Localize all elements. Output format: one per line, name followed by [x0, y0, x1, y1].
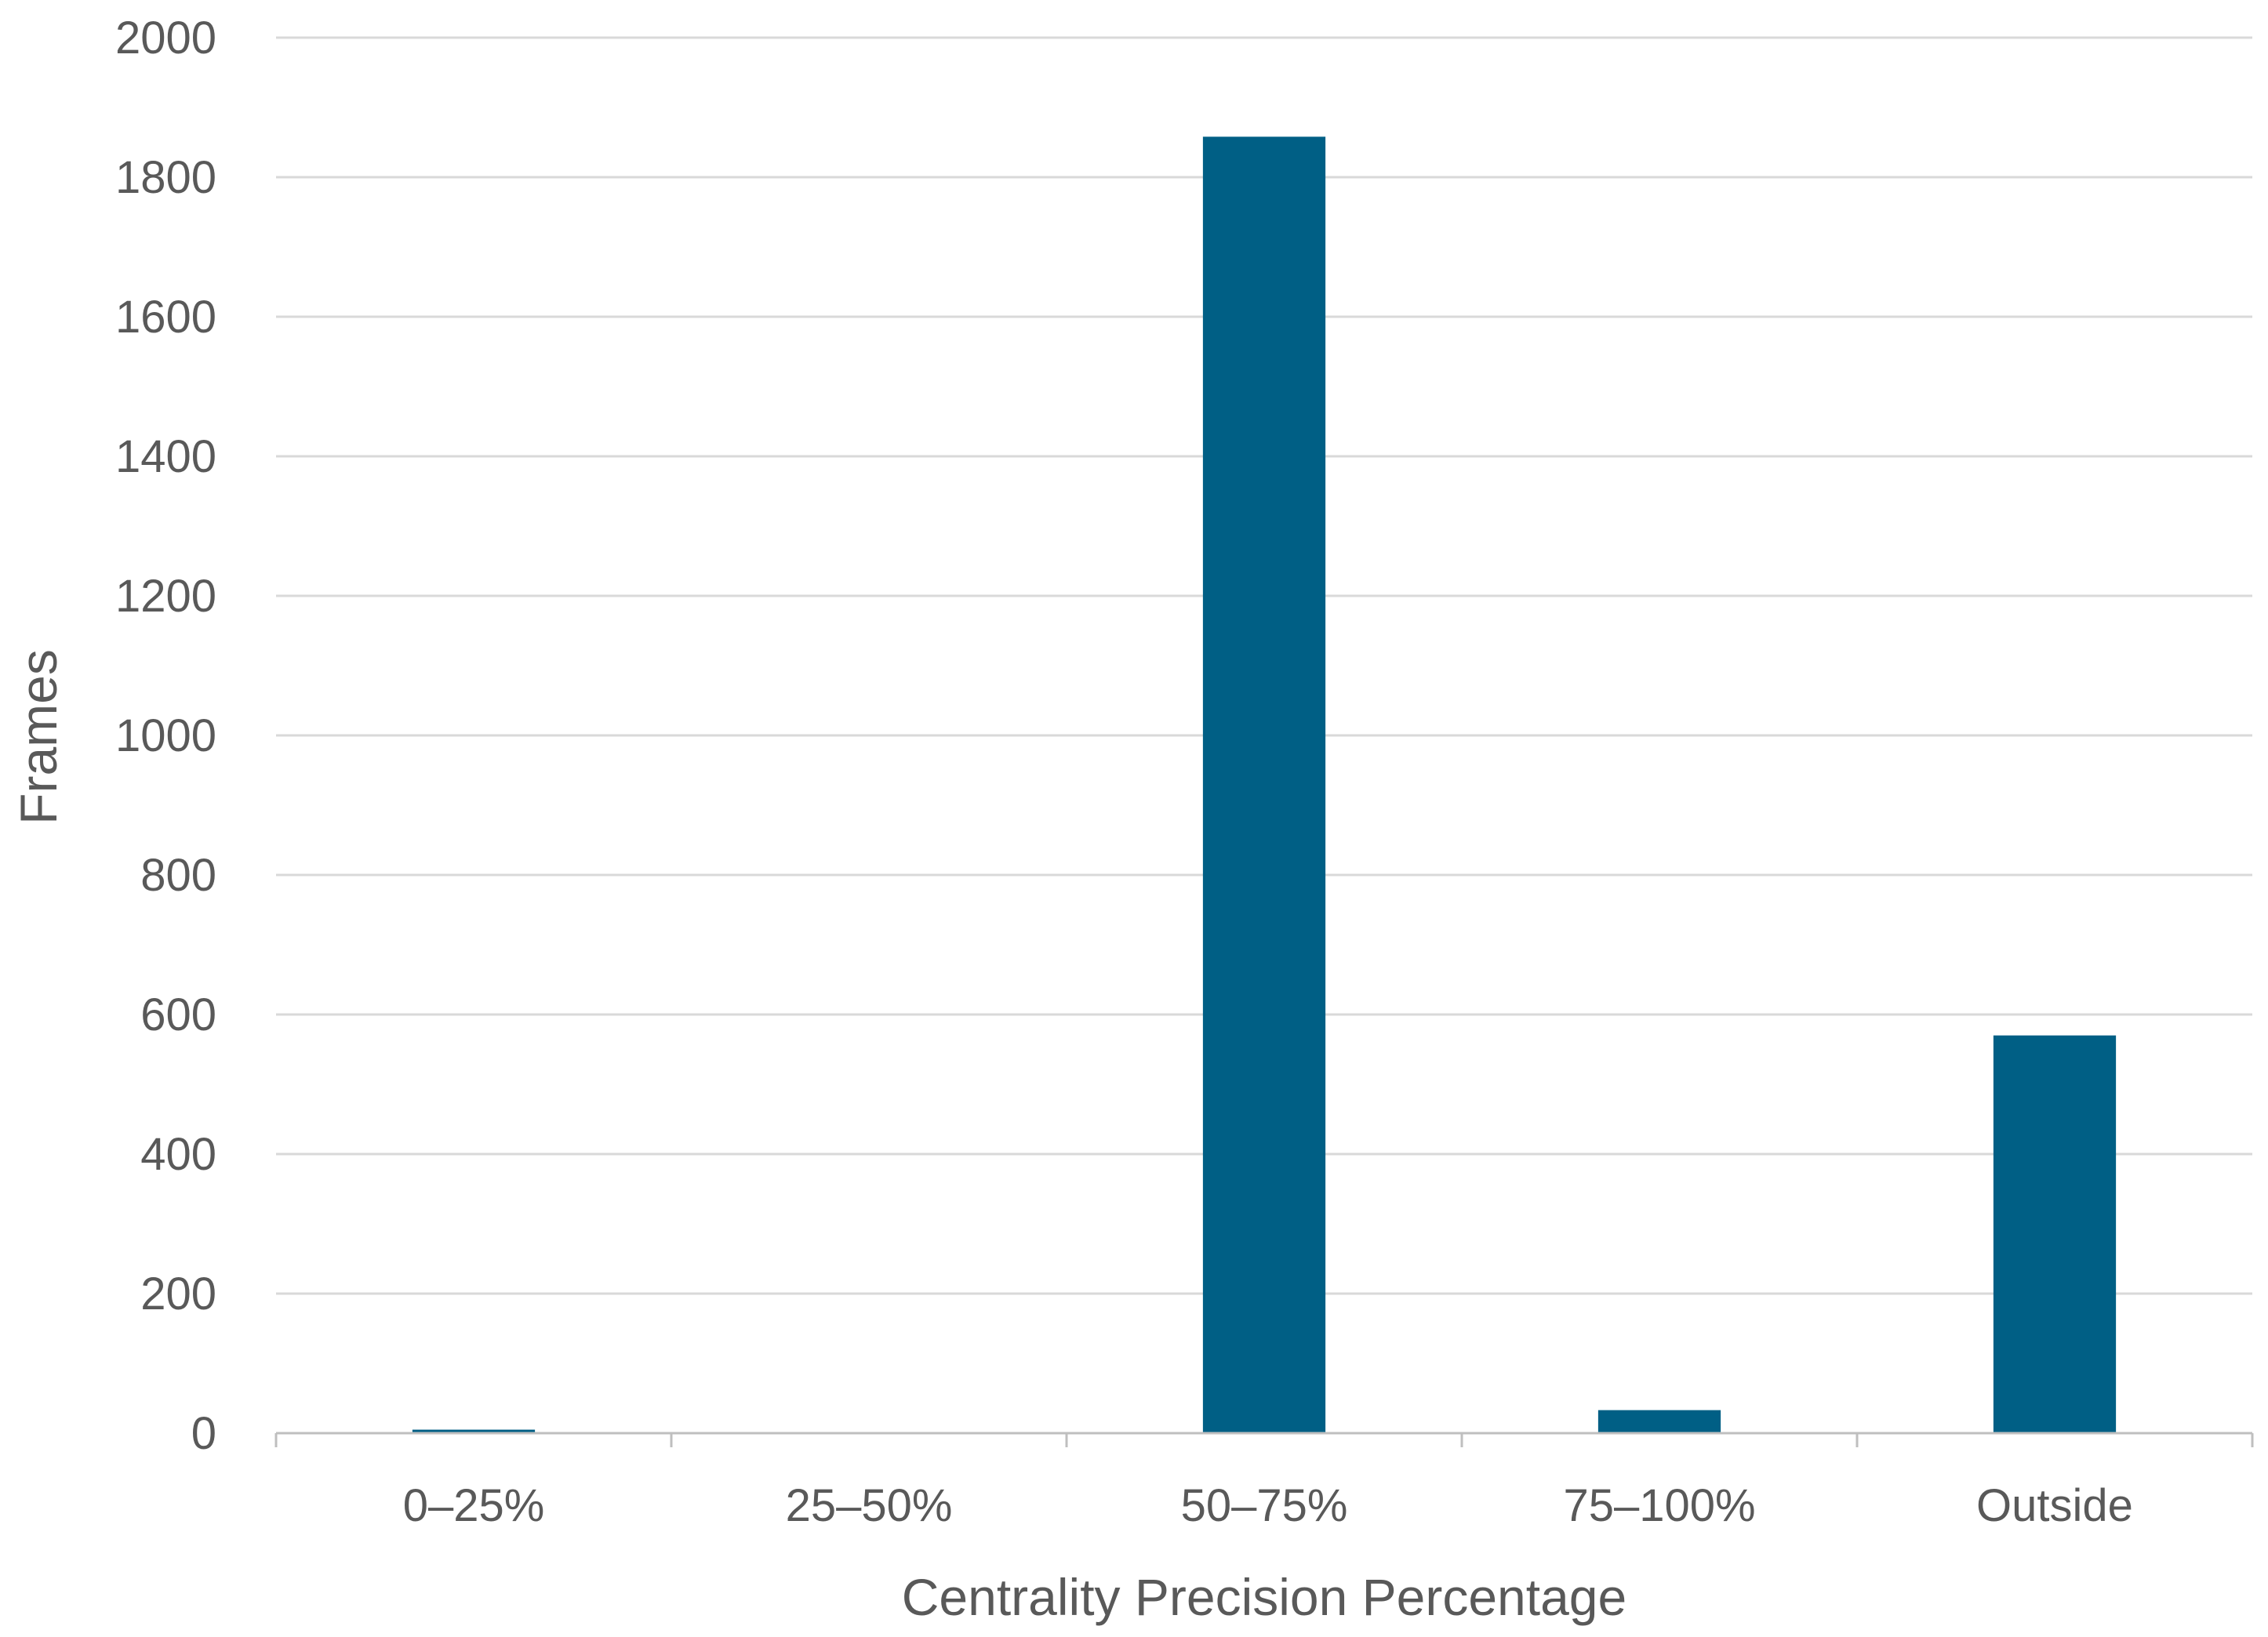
y-tick-label: 400 [140, 1129, 216, 1180]
x-axis-title: Centrality Precision Percentage [902, 1568, 1626, 1626]
y-tick-label: 600 [140, 989, 216, 1040]
y-tick-label: 1400 [115, 431, 216, 482]
y-tick-label: 1000 [115, 710, 216, 761]
x-tick-label: Outside [1976, 1480, 2133, 1531]
y-tick-label: 1800 [115, 152, 216, 203]
x-axis [274, 1432, 2254, 1447]
x-tick-label: 25–50% [786, 1480, 953, 1531]
y-tick-label: 200 [140, 1269, 216, 1319]
y-tick-labels: 0 200 400 600 800 1000 1200 1400 1600 1800 2000 [115, 13, 216, 1459]
y-tick-label: 0 [191, 1408, 216, 1459]
x-tick-label: 50–75% [1181, 1480, 1348, 1531]
y-tick-label: 800 [140, 850, 216, 901]
y-tick-label: 2000 [115, 13, 216, 64]
x-tick-labels: 0–25% 25–50% 50–75% 75–100% Outside [403, 1480, 2133, 1531]
bar [1597, 1410, 1721, 1433]
y-axis-title: Frames [9, 649, 67, 825]
y-tick-label: 1200 [115, 571, 216, 622]
x-tick-label: 75–100% [1563, 1480, 1755, 1531]
bars [412, 136, 2117, 1433]
y-tick-label: 1600 [115, 292, 216, 343]
bar [1202, 136, 1326, 1433]
bar [412, 1429, 536, 1433]
x-tick-label: 0–25% [403, 1480, 545, 1531]
bar [1993, 1035, 2117, 1433]
